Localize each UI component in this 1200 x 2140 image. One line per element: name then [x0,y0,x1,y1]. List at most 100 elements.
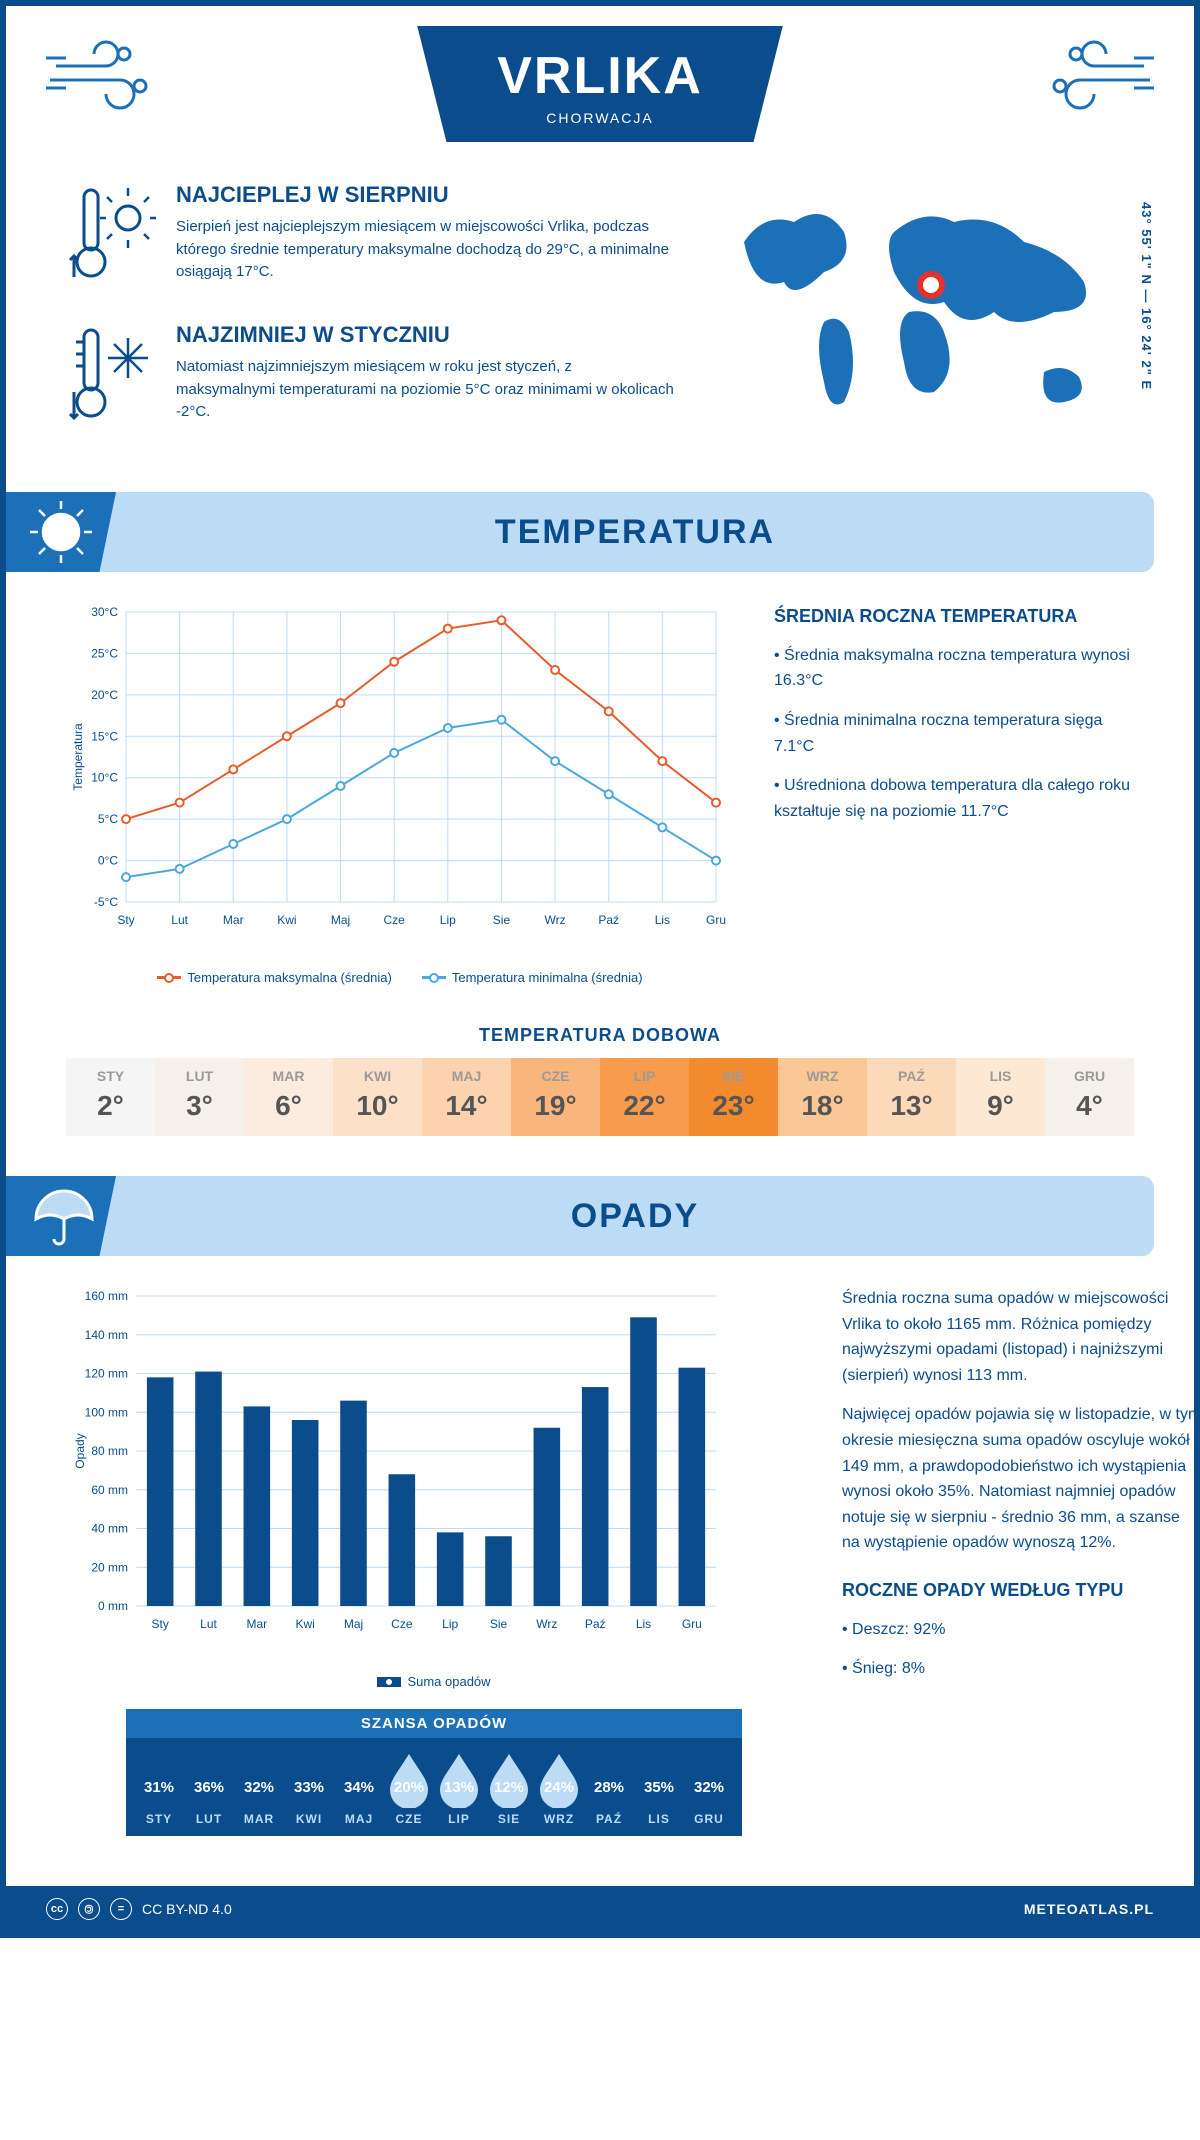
daily-cell: WRZ18° [778,1058,867,1136]
daily-value: 23° [689,1090,778,1122]
daily-cell: PAŹ13° [867,1058,956,1136]
svg-text:60 mm: 60 mm [91,1483,128,1497]
daily-cell: LIP22° [600,1058,689,1136]
svg-text:28%: 28% [594,1779,624,1796]
svg-text:Kwi: Kwi [277,913,296,927]
daily-cell: KWI10° [333,1058,422,1136]
precipitation-chart: 0 mm20 mm40 mm60 mm80 mm100 mm120 mm140 … [66,1286,802,1866]
svg-text:12%: 12% [494,1779,524,1796]
svg-text:31%: 31% [144,1779,174,1796]
map-wrap: 43° 55' 1" N — 16° 24' 2" E [714,182,1134,462]
daily-value: 14° [422,1090,511,1122]
precip-type-item: • Deszcz: 92% [842,1617,1200,1643]
rain-drop: 33% KWI [284,1750,334,1826]
svg-text:Sty: Sty [151,1617,168,1631]
svg-text:Temperatura: Temperatura [71,723,85,791]
drop-month: MAJ [334,1812,384,1826]
svg-text:Lut: Lut [171,913,188,927]
svg-text:15°C: 15°C [91,729,118,743]
license-text: CC BY-ND 4.0 [142,1901,232,1917]
rain-drop: 32% MAR [234,1750,284,1826]
drop-month: PAŹ [584,1812,634,1826]
temp-side-item: • Uśredniona dobowa temperatura dla całe… [774,773,1134,824]
svg-text:30°C: 30°C [91,605,118,619]
precipitation-title: OPADY [116,1197,1154,1236]
drop-month: MAR [234,1812,284,1826]
svg-text:Paź: Paź [598,913,619,927]
rain-drop: 35% LIS [634,1750,684,1826]
by-icon: 🄯 [78,1898,100,1920]
daily-value: 4° [1045,1090,1134,1122]
drop-month: SIE [484,1812,534,1826]
coordinates: 43° 55' 1" N — 16° 24' 2" E [1139,202,1154,390]
wind-icon-left [46,36,166,116]
svg-text:13%: 13% [444,1779,474,1796]
svg-text:Lip: Lip [440,913,456,927]
daily-cell: GRU 4° [1045,1058,1134,1136]
daily-month: PAŹ [867,1068,956,1084]
precip-para: Średnia roczna suma opadów w miejscowośc… [842,1286,1200,1388]
svg-text:Gru: Gru [682,1617,702,1631]
rain-legend-label: Suma opadów [407,1674,490,1689]
daily-cell: LIS9° [956,1058,1045,1136]
annual-temp-title: ŚREDNIA ROCZNA TEMPERATURA [774,602,1134,631]
daily-month: MAR [244,1068,333,1084]
precip-type-item: • Śnieg: 8% [842,1656,1200,1682]
svg-text:34%: 34% [344,1779,374,1796]
svg-text:0 mm: 0 mm [98,1599,128,1613]
rain-drop: 24% WRZ [534,1750,584,1826]
drop-month: CZE [384,1812,434,1826]
daily-month: LIS [956,1068,1045,1084]
world-map [714,182,1134,442]
daily-month: GRU [1045,1068,1134,1084]
svg-text:Lis: Lis [636,1617,651,1631]
temp-side-item: • Średnia minimalna roczna temperatura s… [774,708,1134,759]
svg-text:140 mm: 140 mm [85,1328,128,1342]
footer: cc 🄯 = CC BY-ND 4.0 METEOATLAS.PL [6,1886,1194,1932]
svg-text:24%: 24% [544,1779,574,1796]
legend-label: Temperatura minimalna (średnia) [452,970,643,985]
rain-drop: 31% STY [134,1750,184,1826]
precipitation-row: 0 mm20 mm40 mm60 mm80 mm100 mm120 mm140 … [6,1256,1194,1886]
daily-value: 19° [511,1090,600,1122]
svg-text:Paź: Paź [585,1617,606,1631]
precip-type-title: ROCZNE OPADY WEDŁUG TYPU [842,1576,1200,1605]
svg-text:80 mm: 80 mm [91,1444,128,1458]
daily-cell: MAJ 14° [422,1058,511,1136]
temperature-row: -5°C0°C5°C10°C15°C20°C25°C30°CStyLutMarK… [6,572,1194,1005]
title-banner: VRLIKA CHORWACJA [417,26,783,142]
city-title: VRLIKA [497,46,703,106]
section-head-precipitation: OPADY [6,1176,1154,1256]
drop-month: LUT [184,1812,234,1826]
daily-value: 2° [66,1090,155,1122]
svg-text:Maj: Maj [344,1617,363,1631]
temperature-title: TEMPERATURA [116,513,1154,552]
legend-item: Temperatura maksymalna (średnia) [157,970,391,985]
svg-text:Wrz: Wrz [536,1617,557,1631]
nd-icon: = [110,1898,132,1920]
svg-text:20 mm: 20 mm [91,1560,128,1574]
cc-icon: cc [46,1898,68,1920]
svg-text:20°C: 20°C [91,688,118,702]
daily-value: 10° [333,1090,422,1122]
cold-title: NAJZIMNIEJ W STYCZNIU [176,322,674,348]
legend-label: Temperatura maksymalna (średnia) [187,970,391,985]
drop-month: KWI [284,1812,334,1826]
svg-text:33%: 33% [294,1779,324,1796]
daily-value: 6° [244,1090,333,1122]
daily-temp-title: TEMPERATURA DOBOWA [6,1005,1194,1058]
daily-month: MAJ [422,1068,511,1084]
precip-para: Najwięcej opadów pojawia się w listopadz… [842,1402,1200,1556]
svg-text:Mar: Mar [246,1617,267,1631]
daily-cell: LUT3° [155,1058,244,1136]
cold-block: NAJZIMNIEJ W STYCZNIU Natomiast najzimni… [66,322,674,432]
wind-icon-right [1034,36,1154,116]
temperature-side: ŚREDNIA ROCZNA TEMPERATURA • Średnia mak… [774,602,1134,985]
daily-value: 3° [155,1090,244,1122]
svg-text:5°C: 5°C [98,812,118,826]
daily-month: STY [66,1068,155,1084]
rain-drop: 36% LUT [184,1750,234,1826]
svg-text:32%: 32% [694,1779,724,1796]
svg-text:Lip: Lip [442,1617,458,1631]
drop-month: WRZ [534,1812,584,1826]
